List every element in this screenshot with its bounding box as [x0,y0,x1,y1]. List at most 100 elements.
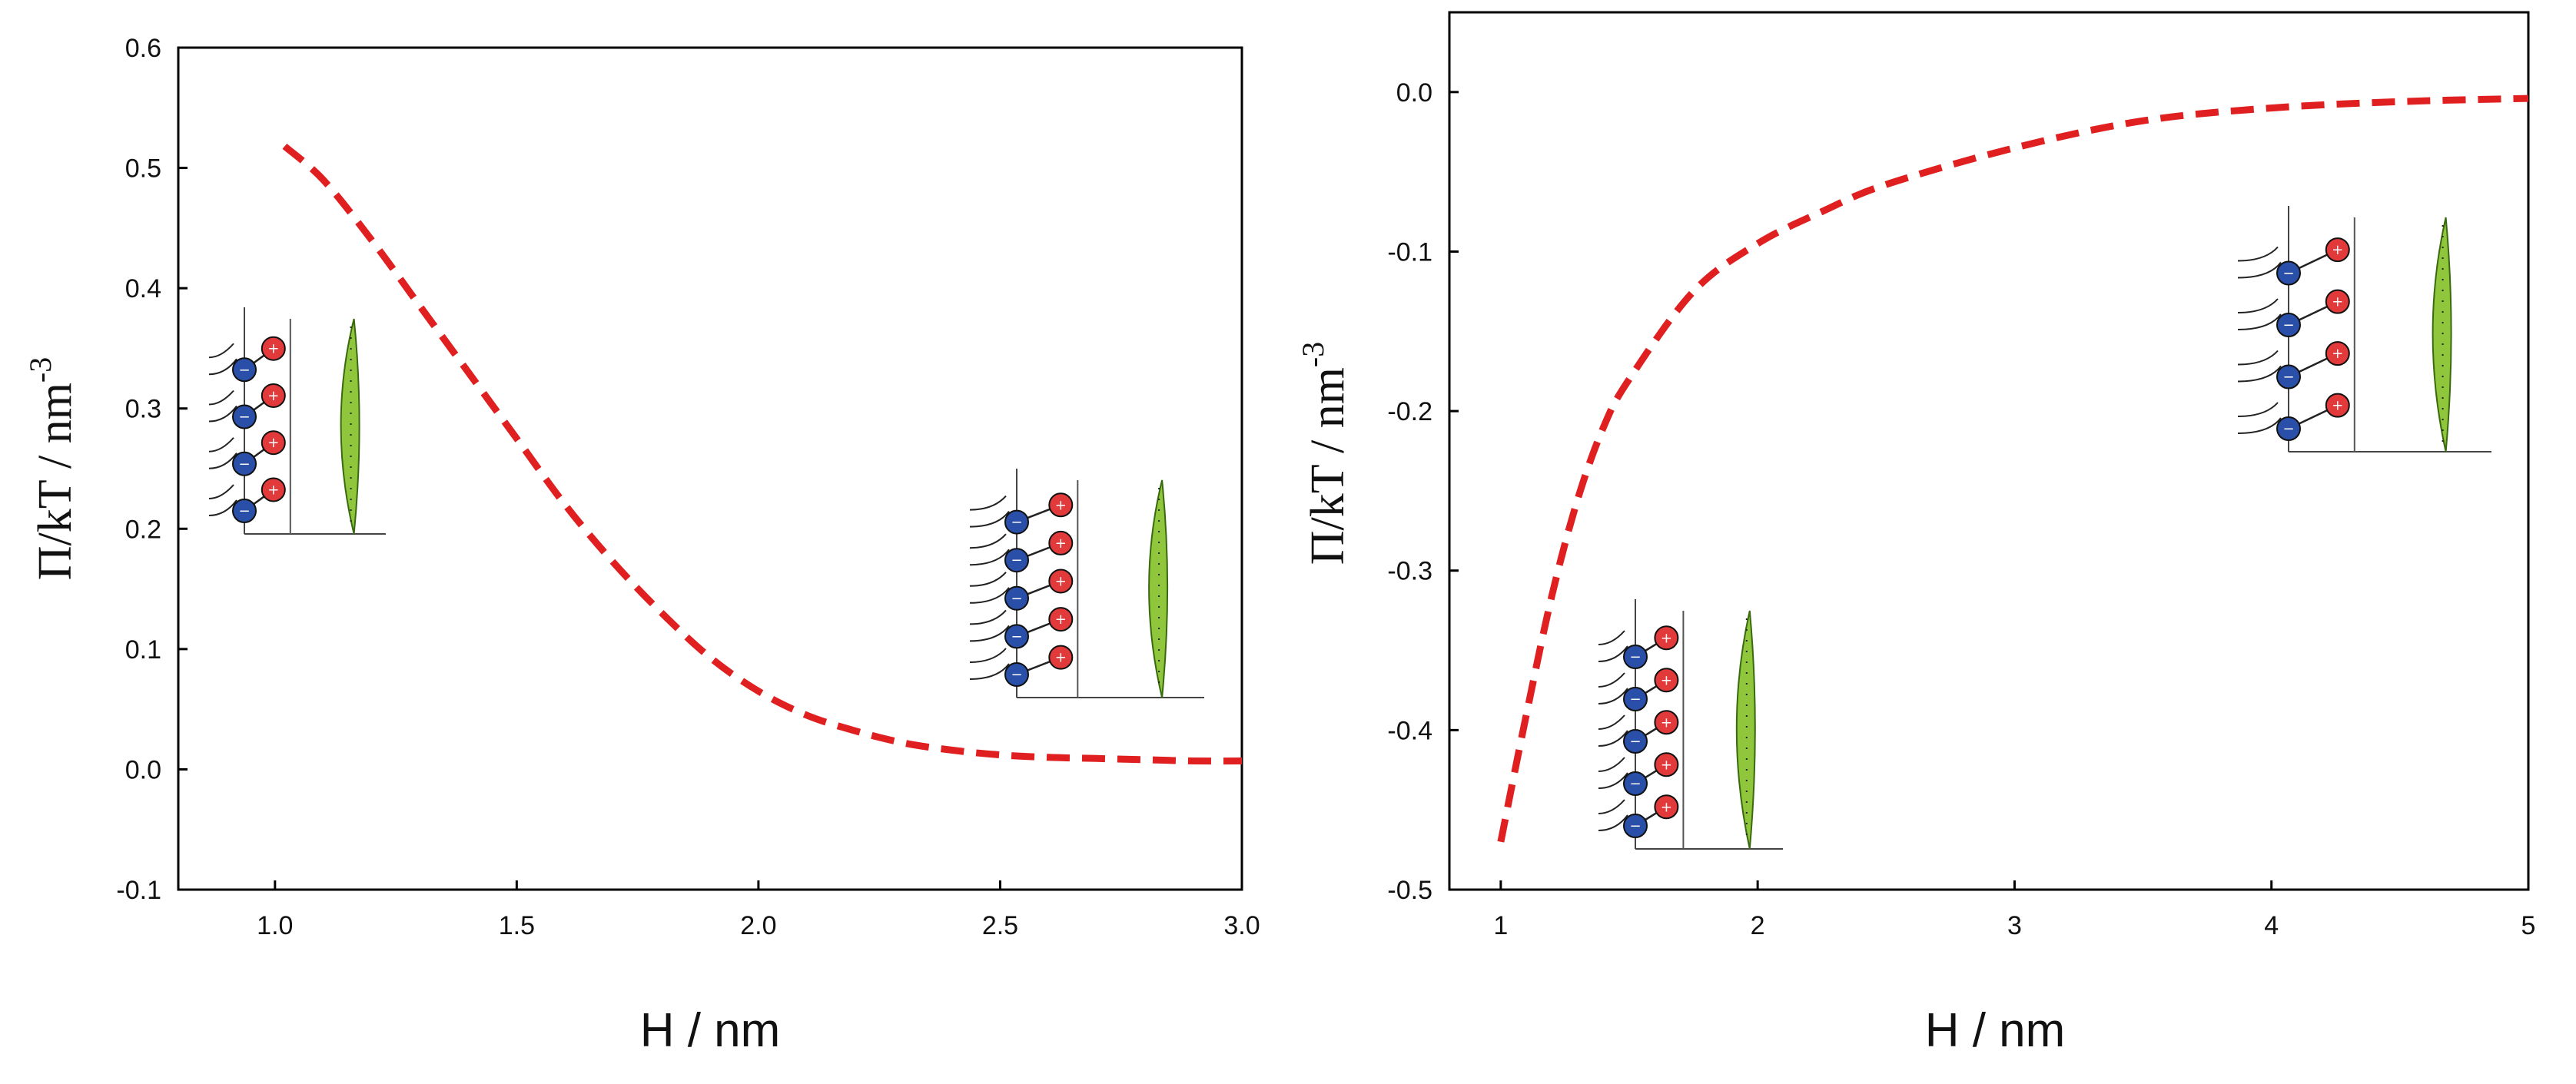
right-plot-frame [1448,11,2530,891]
anion-bead [261,477,286,502]
left-x-axis-title: H / nm [640,1004,781,1057]
alkyl-tail [2237,402,2279,417]
alkyl-tail [969,609,1007,625]
right-x-tick-label: 1 [1493,911,1508,940]
right-x-axis-title: H / nm [1925,1004,2066,1057]
alkyl-tail [2237,417,2282,434]
alkyl-tail [969,648,1007,663]
anion-sign: + [2332,346,2343,362]
anion-sign: + [1055,650,1067,666]
cation-bead [2276,313,2301,337]
cation-sign: − [1629,691,1641,708]
anion-sign: + [2332,242,2343,258]
cation-bead [1623,687,1648,711]
alkyl-tail [1598,688,1628,704]
left-y-tick-label: 0.6 [125,34,161,63]
cation-bead [2276,416,2301,441]
left-y-axis-title-sup: -3 [23,357,58,383]
alkyl-tail [969,587,1010,604]
left-x-tick-label: 2.0 [740,911,776,940]
left-insets: − + − + − + − + − + − + − + − + − + [208,307,1204,698]
particle-surface [2432,217,2452,452]
alkyl-tail [2237,313,2282,330]
right-y-tick-label: 0.0 [1396,78,1432,108]
cation-bead [1623,771,1648,796]
right-x-tick-label: 4 [2264,911,2279,940]
anion-sign: + [1661,799,1672,815]
right-y-tick-label: -0.2 [1387,397,1432,426]
particle-surface [1735,610,1756,850]
alkyl-tail [208,405,237,423]
cation-sign: − [1629,649,1641,665]
ion-pair-inset: − + − + − + − + [2237,206,2491,452]
anion-sign: + [267,482,279,498]
left-y-tick-label: 0.0 [125,755,161,784]
cation-bead [2276,364,2301,390]
alkyl-tail [969,663,1010,680]
cation-bead [1623,645,1648,669]
cation-sign: − [2282,266,2294,282]
right-y-axis-title-main: Π/kT / nm [1302,367,1354,565]
alkyl-tail [208,499,237,516]
cation-bead [1004,624,1029,649]
alkyl-tail [208,358,237,376]
right-x-tick-label: 5 [2521,911,2536,940]
left-y-axis-title: Π/kT / nm-3 [23,357,81,581]
cation-sign: − [1629,776,1641,792]
alkyl-tail [2237,298,2279,313]
left-chart: 1.0 1.5 2.0 2.5 3.0 -0.1 0.0 0.1 0.2 0.3 0.4 0.5 0.6… [23,34,1260,1057]
cation-bead [232,404,257,429]
anion-sign: + [1661,630,1672,646]
cation-sign: − [2282,317,2294,333]
cation-sign: − [238,456,250,472]
anion-bead [1654,625,1679,651]
anion-bead [261,430,286,456]
anion-bead [2325,341,2350,366]
alkyl-tail [1598,672,1625,688]
anion-sign: + [2332,398,2343,414]
cation-sign: − [2282,370,2294,386]
left-curve [282,143,1243,765]
right-x-tick-label: 2 [1751,911,1765,940]
cation-bead [232,451,257,476]
left-ticks: 1.0 1.5 2.0 2.5 3.0 -0.1 0.0 0.1 0.2 0.3 0.4 0.5 0.6 [116,34,1260,940]
alkyl-tail [208,484,234,499]
anion-bead [1654,710,1679,735]
left-x-tick-label: 2.5 [982,911,1018,940]
right-y-tick-label: -0.3 [1387,557,1432,586]
anion-sign: + [1055,573,1067,589]
cation-sign: − [2282,421,2294,437]
left-y-tick-label: 0.5 [125,154,161,184]
cation-sign: − [238,503,250,519]
alkyl-tail [969,625,1010,642]
anion-bead [2325,289,2350,314]
alkyl-tail [1598,799,1625,814]
alkyl-tail [2237,246,2279,262]
anion-bead [1654,794,1679,820]
left-x-tick-label: 1.0 [257,911,293,940]
left-y-axis-title-main: Π/kT / nm [29,383,81,580]
alkyl-tail [2237,365,2282,383]
right-y-axis-title-sup: -3 [1296,342,1330,367]
anion-bead [1654,752,1679,777]
anion-bead [1048,645,1074,670]
anion-sign: + [1055,535,1067,552]
anion-sign: + [2332,294,2343,310]
alkyl-tail [969,533,1007,549]
anion-sign: + [1661,757,1672,773]
anion-sign: + [1055,612,1067,628]
cation-sign: − [1629,734,1641,750]
cation-bead [1004,585,1029,611]
cation-bead [1623,814,1648,838]
anion-bead [261,336,286,361]
right-chart: 1 2 3 4 5-0.5-0.4-0.3-0.2-0.10.0 −+−+−+−+−+−… [1296,11,2536,1057]
alkyl-tail [208,390,234,406]
right-y-tick-label: -0.4 [1387,716,1432,745]
anion-bead [1048,607,1074,632]
cation-bead [2276,260,2301,286]
left-y-tick-label: 0.2 [125,515,161,544]
anion-sign: + [1055,497,1067,513]
anion-bead [1048,569,1074,594]
anion-bead [1048,492,1074,518]
alkyl-tail [1598,757,1625,772]
